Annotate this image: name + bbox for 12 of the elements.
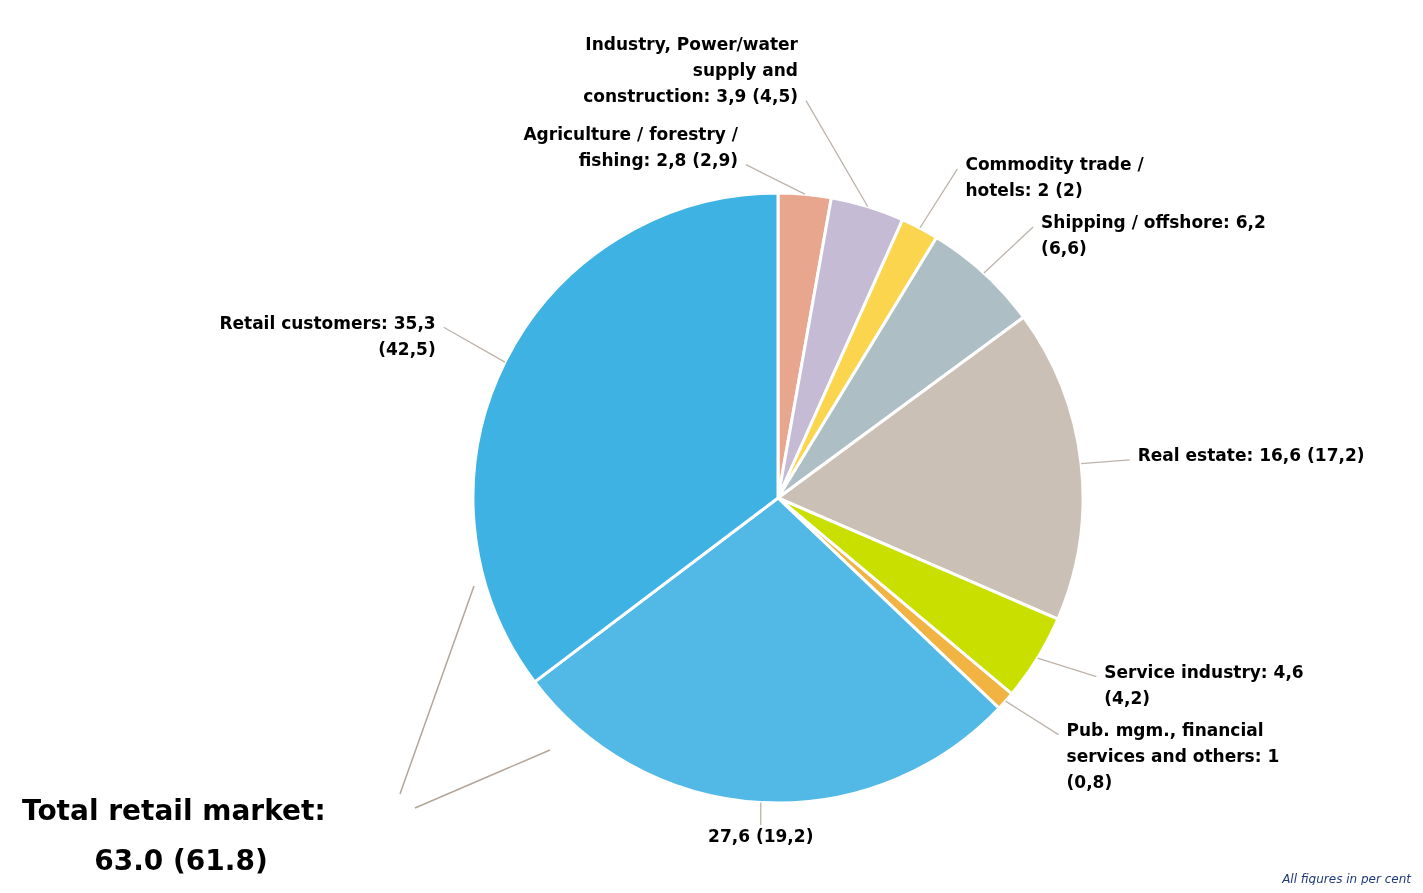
data-label: 27,6 (19,2) [708, 826, 814, 846]
slice-label: Shipping / offshore: 6,2 (6,6) [1041, 212, 1266, 259]
slice-label: Retail customers: 35,3 (42,5) [219, 312, 436, 359]
slice-label: Service industry: 4,6 (4,2) [1104, 662, 1304, 709]
slice-label: Agriculture / forestry / fishing: 2,8 (2,9) [523, 124, 739, 170]
slice-label: Pub. mgm., financial services and others: 1 (0,8) [1066, 720, 1280, 793]
slice-label: Industry, Power/water supply and construction: 3,9 (4,5) [583, 34, 799, 106]
slice-label: Commodity trade / hotels: 2 (2) [965, 154, 1145, 201]
text: Total retail market: [22, 794, 326, 827]
slice-label: Real estate: 16,6 (17,2) [1137, 445, 1365, 466]
text: 63.0 (61.8) [94, 844, 268, 877]
text: All figures in per cent [1281, 872, 1413, 886]
